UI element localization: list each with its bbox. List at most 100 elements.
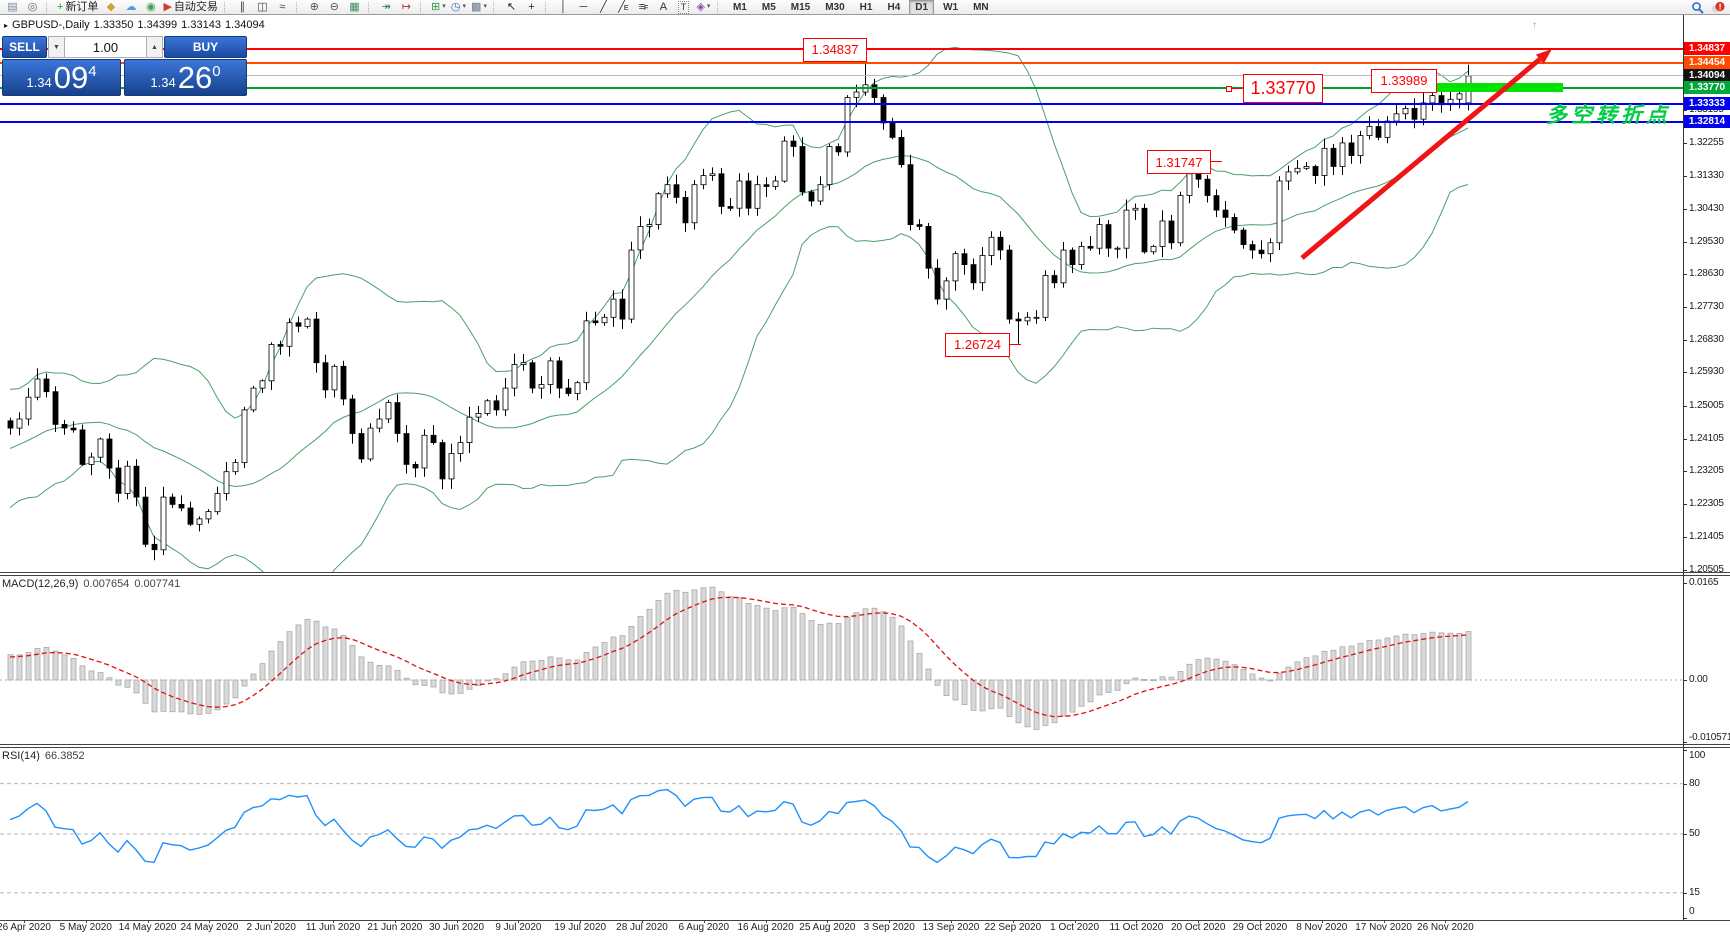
axis-tick [1683,471,1687,473]
time-axis[interactable]: 26 Apr 2020 5 May 2020 14 May 2020 24 May 2… [0,920,1683,937]
timeframe-button-m5[interactable]: M5 [761,1,776,13]
time-axis-label: 21 Jun 2020 [367,922,423,933]
price-tick-label: 1.31330 [1689,170,1724,182]
sell-button[interactable]: SELL [2,36,47,58]
templates-menu-button[interactable]: ▩ ▾ [471,1,487,13]
candles-chart-icon[interactable]: ◫ [257,1,268,13]
new-order-button[interactable]: + 新订单 [57,1,99,13]
chevron-down-icon: ▾ [706,3,711,10]
cloud-icon[interactable]: ☁ [125,1,137,13]
data-window-icon[interactable]: ◎ [27,1,38,13]
line-chart-icon[interactable]: ≈ [279,1,286,13]
volume-value[interactable]: 1.00 [65,36,146,58]
toolbar-separator [367,1,373,13]
sell-price-base: 1.34 [26,75,52,90]
pane-separator [0,575,1730,576]
pane-separator[interactable] [0,744,1730,745]
time-axis-tick [1321,920,1323,923]
rsi-tick-label: 50 [1689,828,1700,839]
zoom-out-icon[interactable]: ⊖ [329,1,340,13]
time-axis-tick [271,920,273,923]
zoom-in-icon[interactable]: ⊕ [309,1,320,13]
bars-chart-icon[interactable]: ∥ [239,1,246,13]
price-tick-label: 1.27730 [1689,301,1724,313]
macd-pane[interactable] [0,576,1683,744]
time-axis-label: 28 Jul 2020 [616,922,668,933]
crosshair-icon[interactable]: + [528,1,535,13]
vertical-line-icon[interactable]: │ [560,1,567,13]
macd-indicator-label: MACD(12,26,9) 0.007654 0.007741 [2,578,185,590]
fibonacci-icon[interactable]: ≡ F [638,1,649,13]
toolbar-separator [223,1,229,13]
channel-icon[interactable]: ╱ E [618,1,629,13]
styler-icon[interactable]: ◆ [106,1,116,13]
price-axis[interactable]: 1.331551.322551.313301.304301.295301.286… [1683,15,1730,920]
time-axis-label: 5 May 2020 [59,922,112,933]
rsi-pane[interactable] [0,748,1683,920]
toolbar-separator [419,1,425,13]
chart-window-icon[interactable]: ▤ [7,1,18,13]
axis-tick [1683,582,1687,584]
scroll-to-end-icon[interactable]: ↑ [1532,20,1537,31]
text-label-icon[interactable]: T [674,0,693,14]
shapes-menu-button[interactable]: ◈ ▾ [696,1,711,13]
buy-price-pips: 26 [177,60,213,95]
search-icon[interactable] [1688,1,1707,14]
cursor-icon[interactable]: ↖ [506,1,517,13]
main-chart-pane[interactable] [0,15,1683,572]
price-tick-label: 1.25930 [1689,366,1724,378]
timeframe-button-d1[interactable]: D1 [909,0,935,15]
pane-separator[interactable] [0,572,1730,573]
price-level-label: 1.34094 [1684,68,1730,82]
volume-decrease-button[interactable]: ▼ [48,36,65,58]
price-level-label: 1.32814 [1684,115,1730,129]
pane-separator [0,747,1730,748]
price-axis-border [1683,15,1684,920]
time-axis-label: 3 Sep 2020 [863,922,915,933]
toolbar-separator [716,1,722,13]
ohlc-open: 1.33350 [93,19,134,31]
volume-increase-button[interactable]: ▲ [146,36,163,58]
horizontal-line-icon[interactable]: ─ [579,1,588,13]
buy-button[interactable]: BUY [164,36,247,58]
rsi-name: RSI(14) [2,750,40,762]
toolbar-separator [295,1,301,13]
timeframe-button-h4[interactable]: H4 [887,1,901,13]
notifications-icon[interactable] [1708,1,1727,14]
time-axis-label: 13 Sep 2020 [922,922,980,933]
timeframe-button-h1[interactable]: H1 [859,1,873,13]
sell-price-button[interactable]: 1.34 09 4 [2,59,121,96]
time-axis-tick [518,920,520,923]
autoscroll-icon[interactable]: ↠ [381,1,392,13]
timeframe-button-m30[interactable]: M30 [825,1,845,13]
indicators-menu-button[interactable]: ⊞ ▾ [431,1,446,13]
time-axis-label: 26 Nov 2020 [1417,922,1474,933]
autotrade-button[interactable]: ▶ 自动交易 [163,1,218,13]
text-icon[interactable]: A [659,1,668,13]
chart-shift-icon[interactable]: ↦ [401,1,412,13]
sell-price-pips: 09 [53,60,89,95]
signals-icon[interactable]: ◉ [146,1,156,13]
tile-windows-icon[interactable]: ▦ [349,1,360,13]
time-axis-label: 17 Nov 2020 [1355,922,1412,933]
timeframe-button-w1[interactable]: W1 [943,1,959,13]
buy-price-button[interactable]: 1.34 26 0 [124,59,247,96]
bollinger-upper-band [9,46,1469,419]
timeframe-button-mn[interactable]: MN [973,1,989,13]
time-axis-label: 19 Jul 2020 [554,922,607,933]
periods-menu-button[interactable]: ◷ ▾ [450,1,467,13]
trendline-icon[interactable]: ╱ [600,1,607,13]
axis-tick [1683,208,1687,210]
time-axis-label: 29 Oct 2020 [1232,922,1288,933]
macd-value-main: 0.007654 [83,578,130,590]
chevron-down-icon: ▾ [442,3,446,10]
chart-marker-icon: ▸ [4,21,9,30]
price-tick-label: 1.28630 [1689,268,1724,280]
price-tick-label: 1.29530 [1689,235,1724,247]
axis-tick [1683,339,1687,341]
time-axis-tick [703,920,705,923]
timeframe-button-m1[interactable]: M1 [732,1,747,13]
timeframe-button-m15[interactable]: M15 [790,1,811,13]
axis-tick [1683,750,1687,751]
